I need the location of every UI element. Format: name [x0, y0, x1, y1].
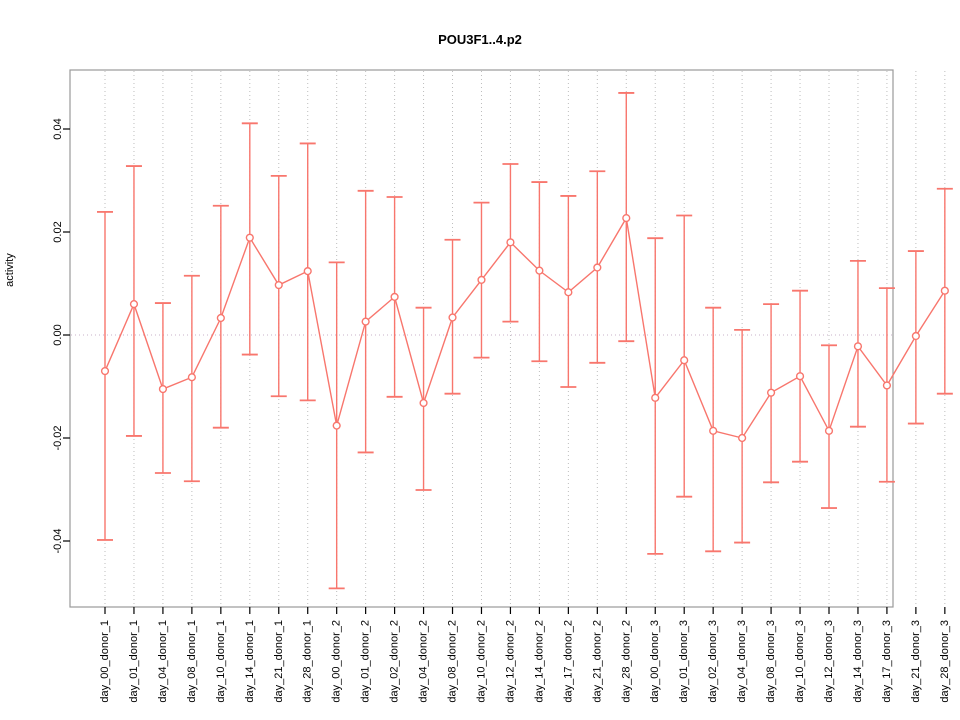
x-tick-labels: day_00_donor_1 day_01_donor_1 day_04_donor… [99, 620, 951, 703]
svg-text:day_02_donor_3: day_02_donor_3 [707, 620, 719, 703]
svg-text:day_01_donor_1: day_01_donor_1 [128, 620, 140, 703]
data-points [100, 213, 949, 443]
svg-text:day_12_donor_3: day_12_donor_3 [823, 620, 835, 703]
svg-text:day_10_donor_3: day_10_donor_3 [794, 620, 806, 703]
y-axis [63, 128, 70, 542]
svg-text:-0.02: -0.02 [52, 425, 64, 450]
svg-text:day_00_donor_2: day_00_donor_2 [331, 620, 343, 703]
svg-text:day_02_donor_2: day_02_donor_2 [389, 620, 401, 703]
svg-text:day_17_donor_3: day_17_donor_3 [881, 620, 893, 703]
svg-text:day_21_donor_3: day_21_donor_3 [910, 620, 922, 703]
chart-title: POU3F1..4.p2 [438, 32, 522, 47]
svg-text:day_08_donor_2: day_08_donor_2 [447, 620, 459, 703]
data-line [104, 216, 946, 439]
x-axis [104, 607, 946, 614]
svg-text:day_01_donor_3: day_01_donor_3 [678, 620, 690, 703]
svg-text:day_28_donor_2: day_28_donor_2 [620, 620, 632, 703]
svg-text:day_28_donor_3: day_28_donor_3 [939, 620, 951, 703]
svg-text:0.00: 0.00 [52, 324, 64, 345]
svg-text:day_08_donor_1: day_08_donor_1 [186, 620, 198, 703]
svg-text:day_04_donor_3: day_04_donor_3 [736, 620, 748, 703]
error-bars [97, 92, 953, 590]
svg-text:day_01_donor_2: day_01_donor_2 [360, 620, 372, 703]
svg-text:0.02: 0.02 [52, 221, 64, 242]
svg-text:day_04_donor_2: day_04_donor_2 [418, 620, 430, 703]
svg-text:day_04_donor_1: day_04_donor_1 [157, 620, 169, 703]
svg-text:-0.04: -0.04 [52, 528, 64, 553]
svg-text:day_00_donor_1: day_00_donor_1 [99, 620, 111, 703]
svg-text:day_28_donor_1: day_28_donor_1 [302, 620, 314, 703]
svg-text:day_08_donor_3: day_08_donor_3 [765, 620, 777, 703]
svg-text:day_14_donor_1: day_14_donor_1 [244, 620, 256, 703]
svg-text:day_14_donor_3: day_14_donor_3 [852, 620, 864, 703]
svg-text:day_12_donor_2: day_12_donor_2 [504, 620, 516, 703]
svg-text:day_21_donor_1: day_21_donor_1 [273, 620, 285, 703]
gridlines [104, 71, 946, 606]
svg-text:day_00_donor_3: day_00_donor_3 [649, 620, 661, 703]
svg-text:day_10_donor_2: day_10_donor_2 [475, 620, 487, 703]
y-tick-labels: 0.04 0.02 0.00 -0.02 -0.04 [52, 118, 64, 553]
svg-text:day_10_donor_1: day_10_donor_1 [215, 620, 227, 703]
svg-text:day_17_donor_2: day_17_donor_2 [562, 620, 574, 703]
svg-text:day_21_donor_2: day_21_donor_2 [591, 620, 603, 703]
svg-text:day_14_donor_2: day_14_donor_2 [533, 620, 545, 703]
svg-text:0.04: 0.04 [52, 118, 64, 139]
